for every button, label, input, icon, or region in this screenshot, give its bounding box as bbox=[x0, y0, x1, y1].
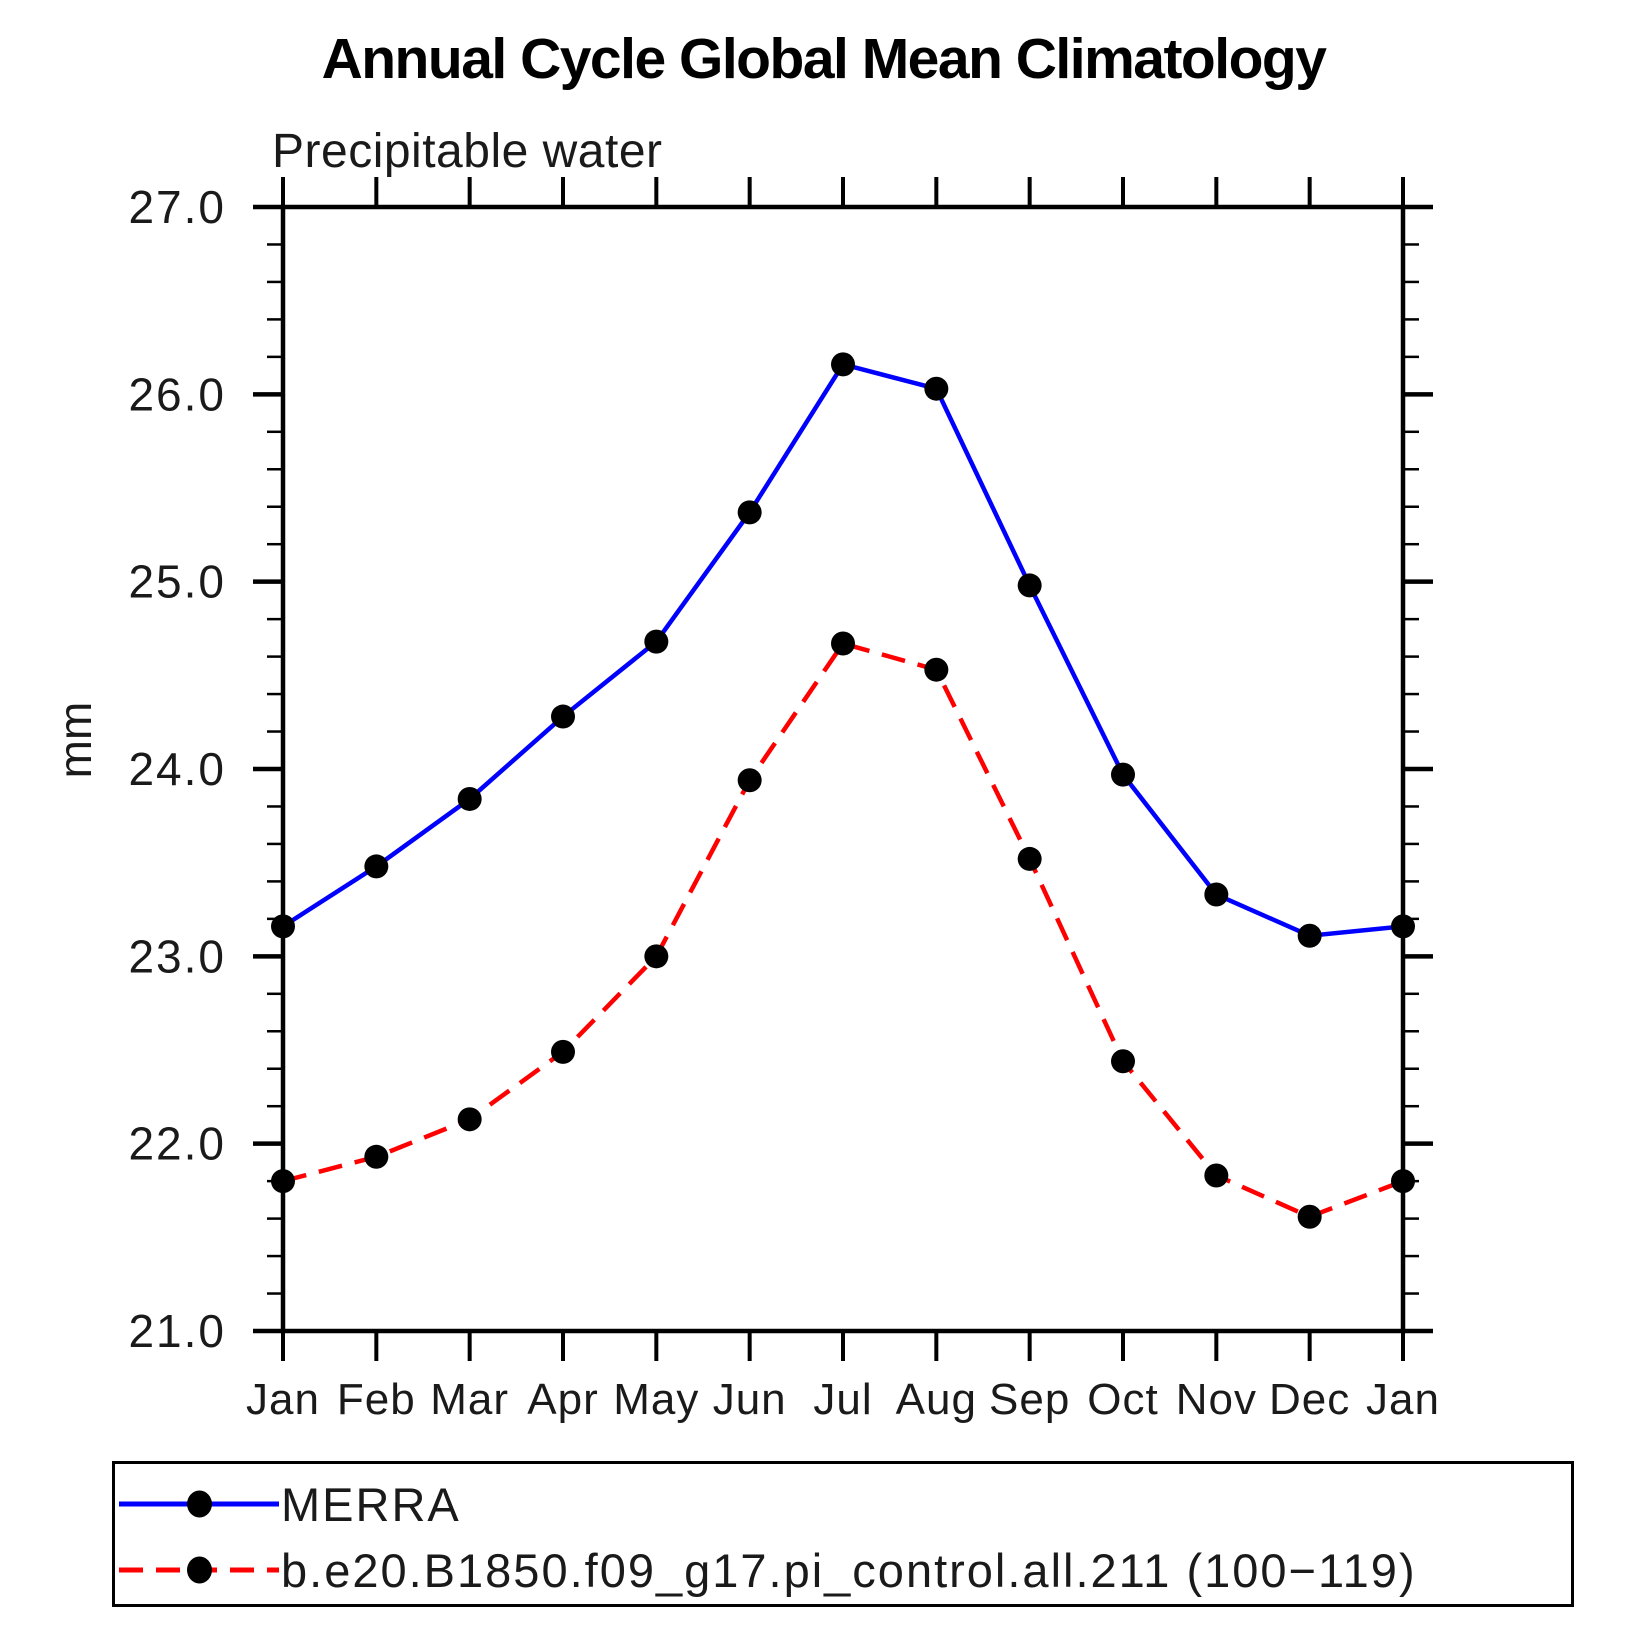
data-point bbox=[1297, 923, 1322, 948]
x-tick-label: Aug bbox=[896, 1375, 977, 1424]
x-tick-label: Dec bbox=[1269, 1375, 1350, 1424]
x-tick-label: Oct bbox=[1087, 1375, 1158, 1424]
legend-label-merra: MERRA bbox=[281, 1477, 461, 1531]
data-point bbox=[924, 376, 949, 401]
x-tick-label: May bbox=[613, 1375, 699, 1424]
data-point bbox=[271, 1169, 295, 1194]
data-point bbox=[1204, 1163, 1229, 1188]
plot-frame bbox=[280, 204, 1406, 1334]
y-tick-label: 25.0 bbox=[128, 556, 226, 608]
x-tick-label: Nov bbox=[1176, 1375, 1257, 1424]
data-point bbox=[1391, 914, 1415, 939]
x-tick-label: Sep bbox=[989, 1375, 1070, 1424]
chart-title: Annual Cycle Global Mean Climatology bbox=[321, 27, 1327, 91]
y-tick-label: 27.0 bbox=[128, 181, 226, 233]
data-point bbox=[644, 944, 669, 969]
data-point bbox=[551, 1039, 575, 1064]
chart-subtitle: Precipitable water bbox=[272, 125, 663, 178]
y-tick-label: 26.0 bbox=[128, 368, 226, 420]
x-tick-label: Feb bbox=[337, 1375, 416, 1424]
data-point bbox=[271, 914, 295, 939]
data-point bbox=[644, 629, 669, 654]
x-tick-label: Mar bbox=[430, 1375, 509, 1424]
data-point bbox=[1017, 846, 1042, 871]
legend-marker-merra bbox=[119, 1490, 279, 1518]
data-point bbox=[831, 631, 855, 656]
data-point bbox=[551, 704, 575, 729]
legend-dot-icon bbox=[187, 1490, 212, 1518]
data-point bbox=[1297, 1204, 1322, 1229]
y-tick-label: 21.0 bbox=[128, 1305, 226, 1357]
x-tick-label: Jan bbox=[246, 1375, 320, 1424]
data-point bbox=[1391, 1169, 1415, 1194]
data-point bbox=[364, 854, 389, 879]
series-line-model bbox=[282, 640, 1404, 1220]
data-point bbox=[1204, 882, 1229, 907]
data-point bbox=[1017, 573, 1042, 598]
data-point bbox=[1111, 762, 1135, 787]
y-tick-label: 24.0 bbox=[128, 743, 226, 795]
data-point bbox=[457, 786, 482, 811]
legend-label-model: b.e20.B1850.f09_g17.pi_control.all.211 (… bbox=[281, 1543, 1417, 1597]
data-point bbox=[457, 1107, 482, 1132]
legend-marker-model bbox=[119, 1556, 279, 1584]
y-tick-label: 22.0 bbox=[128, 1118, 226, 1170]
data-point bbox=[924, 657, 949, 682]
legend-dot-icon bbox=[187, 1556, 212, 1584]
x-tick-label: Jan bbox=[1366, 1375, 1440, 1424]
legend-item-merra: MERRA bbox=[115, 1474, 1565, 1534]
data-point bbox=[831, 352, 855, 377]
data-point bbox=[737, 768, 762, 793]
legend: MERRA b.e20.B1850.f09_g17.pi_control.all… bbox=[112, 1461, 1574, 1607]
y-tick-label: 23.0 bbox=[128, 930, 226, 982]
x-tick-label: Jun bbox=[713, 1375, 787, 1424]
x-tick-label: Jul bbox=[813, 1375, 872, 1424]
data-point bbox=[1111, 1049, 1135, 1074]
data-point bbox=[364, 1144, 389, 1169]
x-tick-label: Apr bbox=[527, 1375, 598, 1424]
data-point bbox=[737, 500, 762, 525]
legend-item-model: b.e20.B1850.f09_g17.pi_control.all.211 (… bbox=[115, 1540, 1565, 1600]
